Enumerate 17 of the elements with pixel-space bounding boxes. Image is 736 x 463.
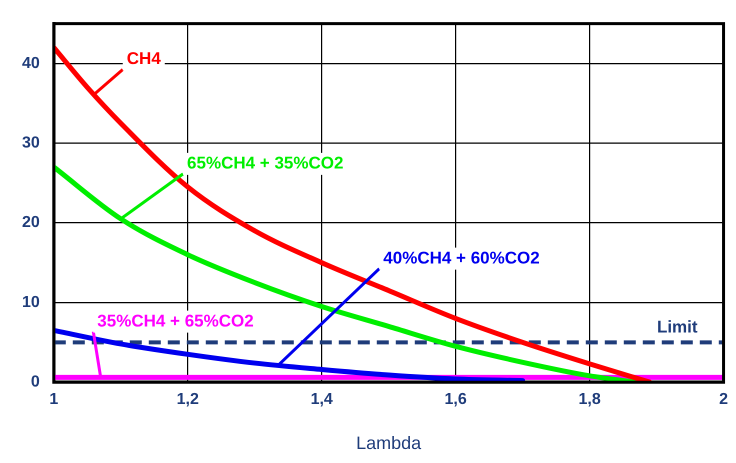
y-tick-label: 0 — [30, 374, 40, 391]
text: 65%CH4 + 35%CO2 — [187, 154, 344, 173]
ref-line-label: Limit — [656, 318, 698, 337]
x-tick-label: 1 — [49, 391, 58, 408]
y-tick-label: 40 — [22, 54, 40, 72]
x-tick-label: 1,2 — [176, 391, 199, 408]
x-tick-label: 2 — [719, 391, 728, 408]
x-tick-label: 1,4 — [310, 391, 333, 408]
text: CH4 — [126, 49, 162, 68]
x-axis-title: Lambda — [356, 433, 422, 454]
y-tick-label: 10 — [22, 294, 40, 311]
text: 35%CH4 + 65%CO2 — [97, 311, 254, 330]
x-tick-label: 1,8 — [578, 391, 601, 408]
y-tick-label: 20 — [22, 214, 40, 232]
x-tick-label: 1,6 — [444, 391, 467, 408]
text: 40%CH4 + 60%CO2 — [383, 248, 540, 268]
y-tick-label: 30 — [22, 134, 40, 152]
